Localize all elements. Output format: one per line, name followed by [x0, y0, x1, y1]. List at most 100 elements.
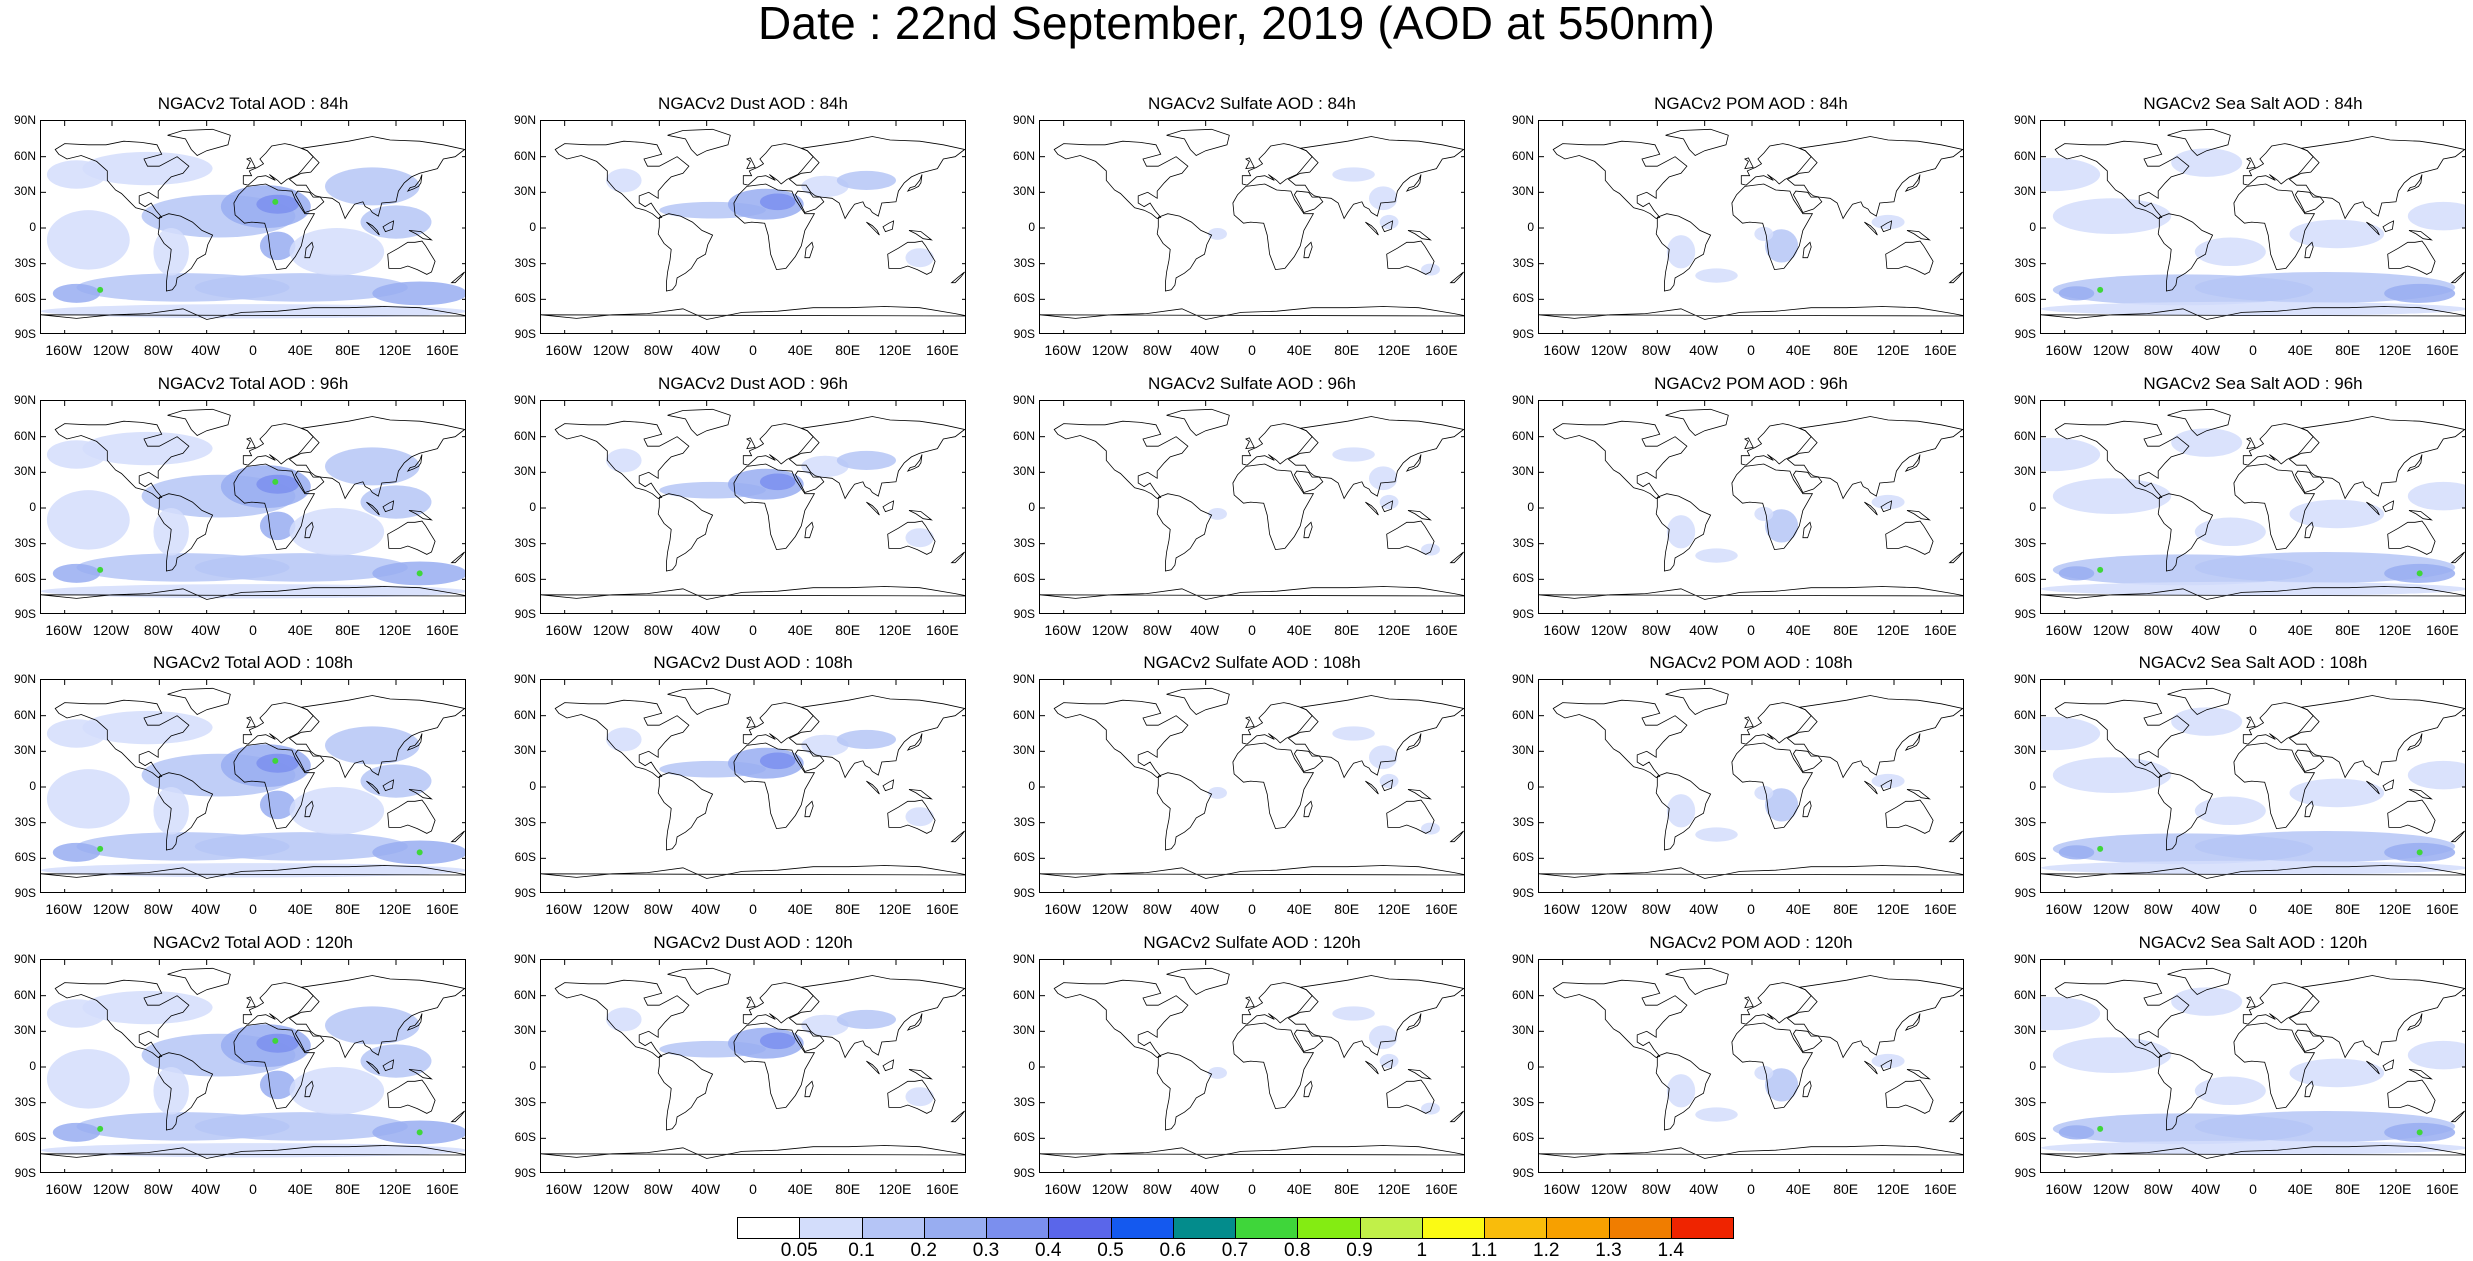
coastline	[2233, 1022, 2316, 1110]
world-map	[1538, 959, 1964, 1173]
coastline	[1232, 463, 1315, 551]
coastline	[2387, 1079, 2436, 1114]
lat-tick-label: 0	[1028, 779, 1035, 793]
aod-field	[194, 1112, 408, 1141]
coastline	[1386, 520, 1435, 555]
coastline	[288, 975, 465, 1059]
aod-field	[801, 175, 849, 198]
lon-tick-label: 120E	[878, 1181, 912, 1197]
coastline	[1303, 241, 1313, 259]
coastline	[1885, 799, 1934, 834]
aod-field	[46, 490, 130, 550]
coastline	[1743, 437, 1754, 450]
coastline	[1381, 779, 1394, 792]
panel-title: NGACv2 Sea Salt AOD : 108h	[2138, 653, 2368, 672]
lon-tick-label: 0	[249, 1181, 257, 1197]
coastline	[745, 157, 756, 170]
coastline	[554, 979, 690, 1058]
aod-field	[1368, 1025, 1398, 1050]
coastline	[2157, 213, 2214, 292]
coastline	[1792, 470, 1823, 493]
aod-field	[2407, 201, 2465, 231]
coastline	[2406, 733, 2423, 751]
aod-field	[1666, 794, 1696, 828]
world-map	[2040, 120, 2466, 334]
lon-tick-label: 160E	[1424, 901, 1458, 917]
lon-tick-label: 0	[1248, 901, 1256, 917]
coastline	[906, 454, 923, 472]
coastline	[2408, 510, 2433, 521]
coastline	[2041, 306, 2465, 320]
coastline	[245, 157, 256, 170]
coastline	[408, 230, 433, 241]
lat-tick-label: 90S	[2014, 886, 2036, 900]
coastline	[2233, 742, 2316, 830]
lat-tick-label: 0	[29, 220, 36, 234]
aod-field	[52, 283, 101, 303]
aod-field	[256, 1033, 299, 1053]
lon-tick-label: 160E	[925, 901, 959, 917]
lon-tick-label: 0	[1747, 342, 1755, 358]
coastline	[906, 174, 923, 192]
aod-field	[836, 729, 896, 749]
aod-field	[1695, 548, 1738, 563]
aod-field	[2407, 760, 2465, 790]
coastline	[2233, 183, 2316, 271]
lon-tick-label: 40W	[1190, 622, 1220, 638]
aod-hotspot	[272, 1037, 279, 1044]
lat-tick-label: 0	[1527, 1059, 1534, 1073]
coastline	[657, 772, 714, 851]
lat-tick-label: 60S	[1013, 291, 1035, 306]
coastline	[1864, 1060, 1878, 1075]
aod-field	[2407, 481, 2465, 511]
coastline	[1864, 501, 1878, 516]
colorbar-swatch	[1048, 1217, 1112, 1239]
aod-field	[1421, 543, 1440, 556]
coastline	[887, 1079, 936, 1114]
lon-tick-label: 160E	[925, 1181, 959, 1197]
world-map	[2040, 400, 2466, 614]
lat-tick-label: 0	[529, 220, 536, 234]
coastline	[2450, 551, 2465, 564]
coastline	[667, 128, 731, 156]
aod-field	[1332, 167, 1375, 182]
coastline	[887, 799, 936, 834]
coastline	[1743, 716, 1754, 729]
lon-tick-label: 120E	[378, 342, 412, 358]
world-map	[1538, 120, 1964, 334]
lat-tick-label: 60S	[1013, 571, 1035, 586]
lon-tick-label: 80W	[643, 342, 673, 358]
map-canvas	[541, 680, 965, 892]
aod-field	[325, 726, 420, 765]
coastline	[2157, 1052, 2214, 1131]
lat-tick-label: 60N	[13, 148, 36, 163]
coastline	[866, 780, 880, 795]
coastline	[1552, 979, 1688, 1058]
aod-field	[2289, 499, 2385, 529]
coastline	[1880, 1059, 1893, 1072]
coastline	[541, 306, 965, 320]
lat-tick-label: 30S	[1013, 1094, 1035, 1109]
coastline	[2304, 241, 2314, 259]
coastline	[2406, 1013, 2423, 1031]
lon-tick-label: 120E	[1876, 342, 1910, 358]
coastline	[1731, 742, 1814, 830]
aod-field	[1666, 515, 1696, 549]
lat-tick-label: 90S	[514, 886, 536, 900]
coastline	[1040, 306, 1464, 320]
lat-tick-label: 90N	[1012, 393, 1035, 407]
coastline	[450, 830, 465, 843]
lon-tick-label: 120E	[878, 342, 912, 358]
colorbar-label: 1.4	[1657, 1240, 1684, 1261]
coastline	[2366, 221, 2380, 236]
coastline	[1906, 230, 1931, 241]
lat-tick-label: 30N	[513, 1023, 536, 1038]
aod-field	[905, 807, 934, 827]
lon-tick-label: 160W	[1543, 622, 1580, 638]
lat-tick-label: 60S	[514, 1130, 536, 1145]
colorbar-label: 1.1	[1470, 1240, 1498, 1261]
coastline	[1885, 1079, 1934, 1114]
coastline	[882, 220, 895, 233]
lat-tick-label: 90N	[513, 113, 536, 127]
aod-field	[606, 448, 642, 473]
